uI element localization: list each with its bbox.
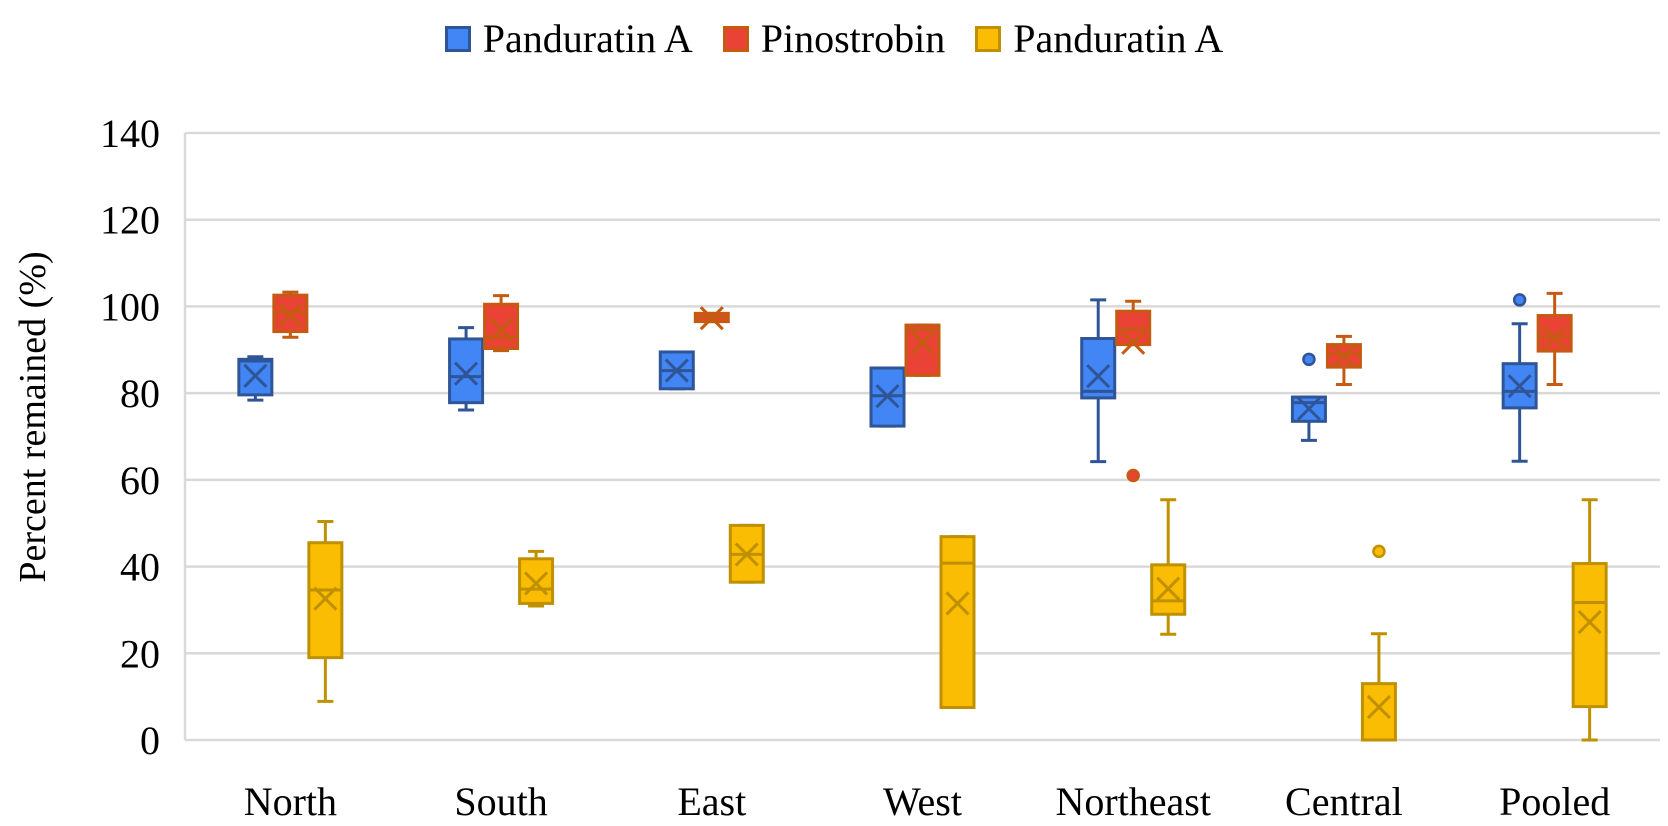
x-axis-category-labels: North South East West Northeast Central Pooled <box>244 779 1611 824</box>
gridlines <box>183 131 1660 742</box>
mean-marker <box>1331 344 1356 369</box>
box-northeast-series-0 <box>1080 298 1117 464</box>
mean-marker <box>1156 576 1181 601</box>
legend-swatch <box>722 26 749 52</box>
outlier-point <box>1126 468 1140 483</box>
mean-marker <box>243 363 268 388</box>
box-west-series-1 <box>904 323 941 377</box>
box-central-series-2 <box>1360 544 1397 742</box>
mean-marker <box>699 306 724 331</box>
box-central-series-1 <box>1325 334 1362 386</box>
x-category-label: Northeast <box>1055 779 1211 824</box>
iqr-box <box>1360 682 1397 742</box>
mean-marker <box>1086 364 1111 389</box>
mean-marker <box>313 586 338 611</box>
mean-marker <box>454 361 479 386</box>
mean-marker <box>734 542 759 567</box>
mean-marker <box>910 330 935 355</box>
iqr-box <box>1536 314 1573 353</box>
legend-item: Pinostrobin <box>722 12 946 66</box>
x-category-label: South <box>454 779 547 824</box>
mean-marker <box>1121 330 1146 355</box>
outlier-point <box>1372 544 1386 559</box>
mean-marker <box>1366 694 1391 720</box>
legend-swatch <box>444 26 471 52</box>
box-north-series-1 <box>272 290 309 339</box>
iqr-box <box>1571 562 1608 709</box>
iqr-box <box>483 302 520 350</box>
mean-marker <box>489 317 514 342</box>
box-south-series-0 <box>448 326 485 412</box>
box-northeast-series-2 <box>1150 498 1187 636</box>
iqr-box <box>1080 337 1117 400</box>
box-south-series-2 <box>518 549 555 608</box>
box-east-series-2 <box>728 523 765 584</box>
x-category-label: Pooled <box>1499 779 1610 824</box>
legend-swatch <box>975 26 1002 52</box>
mean-marker <box>875 384 900 409</box>
box-pooled-series-2 <box>1571 498 1608 742</box>
y-tick-label: 120 <box>100 198 160 243</box>
box-west-series-0 <box>869 366 906 428</box>
y-tick-label: 20 <box>120 631 160 676</box>
mean-marker <box>1296 396 1321 421</box>
legend-label: Panduratin A <box>1013 16 1224 61</box>
y-axis-tick-labels: 0 20 40 60 80 100 120 140 <box>100 111 160 763</box>
box-west-series-2 <box>939 535 976 709</box>
mean-marker <box>1507 374 1532 399</box>
box-pooled-series-0 <box>1501 293 1538 463</box>
chart-legend: Panduratin A Pinostrobin Panduratin A <box>0 12 1668 66</box>
iqr-box <box>939 535 976 709</box>
box-south-series-1 <box>483 294 520 353</box>
x-category-label: West <box>883 779 962 824</box>
box-north-series-0 <box>237 355 274 402</box>
mean-marker <box>278 303 303 328</box>
outlier-point <box>1512 293 1527 307</box>
y-tick-label: 0 <box>140 718 160 763</box>
mean-marker <box>945 591 970 616</box>
legend-item: Panduratin A <box>444 12 693 66</box>
box-series <box>237 290 1608 742</box>
legend-label: Panduratin A <box>482 16 693 61</box>
mean-marker <box>1542 325 1567 350</box>
iqr-box <box>448 337 485 405</box>
y-axis-title: Percent remained (%) <box>12 251 54 582</box>
box-central-series-0 <box>1290 352 1327 442</box>
mean-marker <box>1577 610 1602 635</box>
legend-item: Panduratin A <box>975 12 1223 66</box>
outlier-point <box>1302 352 1316 367</box>
y-tick-label: 100 <box>100 284 160 329</box>
x-category-label: North <box>244 779 337 824</box>
y-tick-label: 140 <box>100 111 160 156</box>
y-tick-label: 40 <box>120 545 160 590</box>
y-tick-label: 60 <box>120 458 160 503</box>
x-category-label: Central <box>1285 779 1403 824</box>
mean-marker <box>524 571 549 596</box>
iqr-box <box>518 557 555 605</box>
box-northeast-series-1 <box>1115 299 1152 483</box>
box-east-series-0 <box>658 350 695 391</box>
box-east-series-1 <box>693 306 730 331</box>
mean-marker <box>664 358 689 383</box>
x-category-label: East <box>677 779 746 824</box>
box-pooled-series-1 <box>1536 291 1573 386</box>
box-north-series-2 <box>307 519 344 703</box>
y-tick-label: 80 <box>120 371 160 416</box>
legend-label: Pinostrobin <box>760 16 946 61</box>
